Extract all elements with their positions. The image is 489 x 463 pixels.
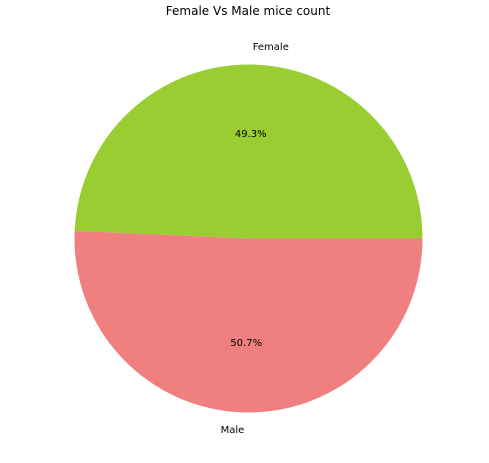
- pie-slices: [74, 64, 423, 413]
- pie-slice-female: [74, 64, 423, 239]
- slice-label-female: Female: [253, 42, 289, 53]
- pie-slice-male: [74, 230, 423, 413]
- chart-title: Female Vs Male mice count: [166, 4, 331, 18]
- slice-percent-female: 49.3%: [235, 129, 267, 140]
- slice-label-male: Male: [221, 425, 245, 436]
- slice-percent-male: 50.7%: [230, 338, 262, 349]
- pie-labels: Female 49.3% Male 50.7%: [221, 42, 289, 436]
